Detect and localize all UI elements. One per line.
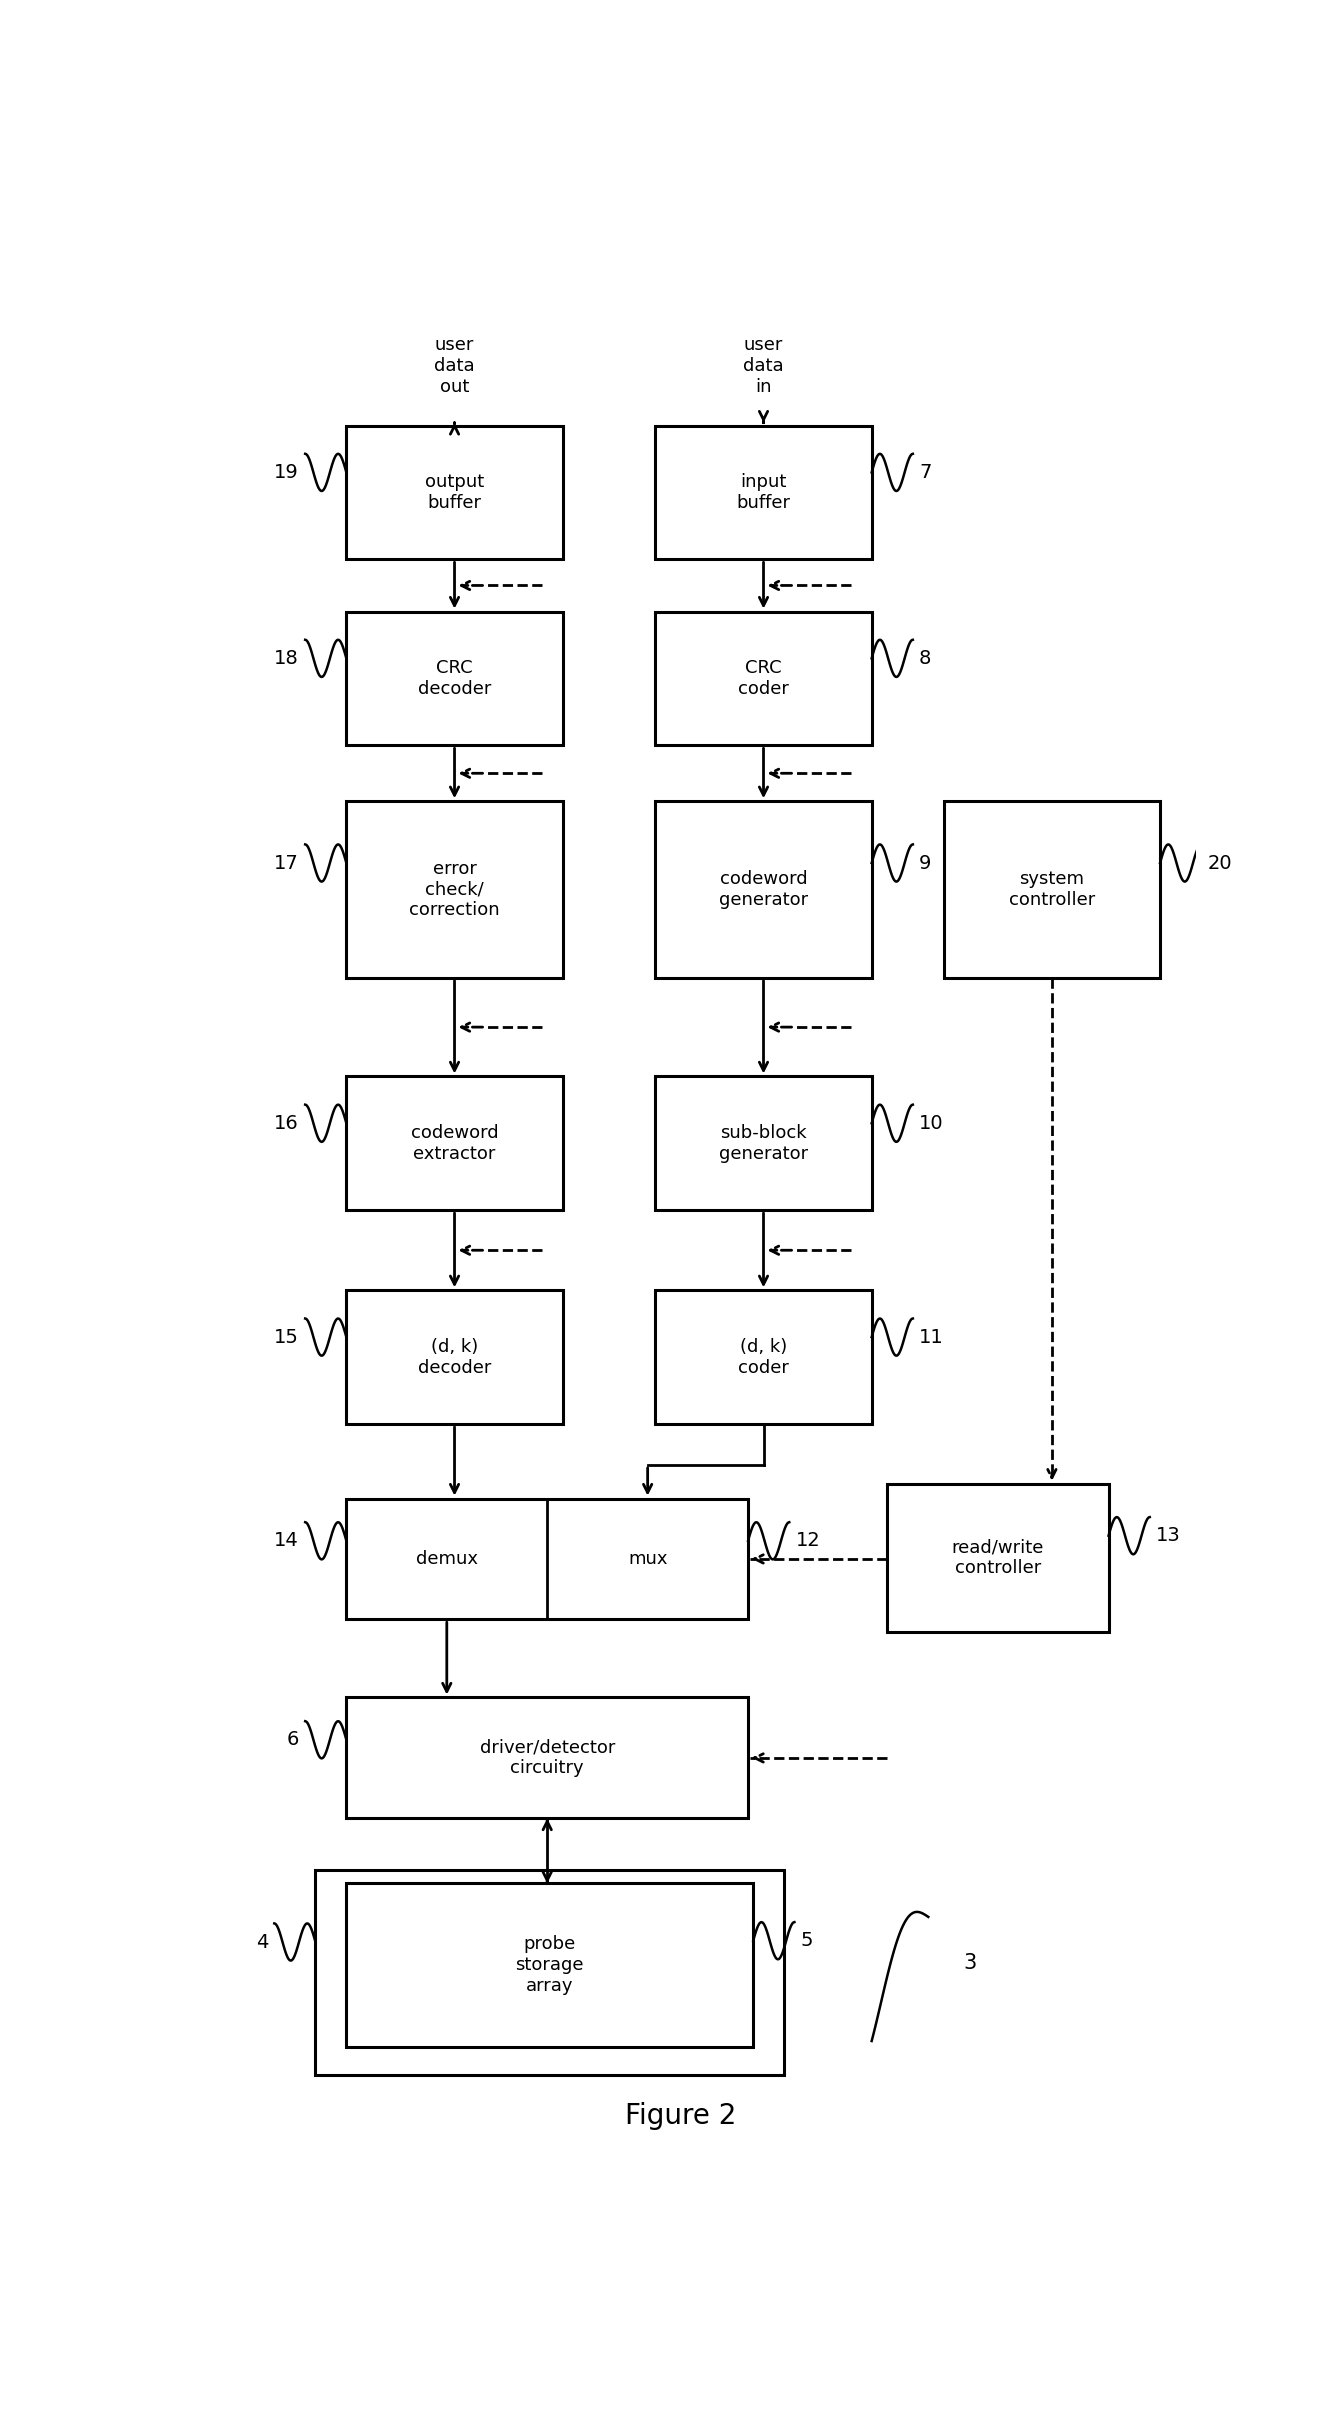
Text: codeword
extractor: codeword extractor: [411, 1123, 498, 1162]
Bar: [347, 802, 562, 978]
Text: user
data
in: user data in: [743, 336, 784, 396]
Text: 4: 4: [255, 1932, 268, 1951]
Text: CRC
decoder: CRC decoder: [417, 659, 492, 698]
Text: user
data
out: user data out: [435, 336, 474, 396]
Text: 19: 19: [274, 464, 299, 483]
Text: demux: demux: [416, 1550, 478, 1567]
Text: 11: 11: [920, 1328, 944, 1348]
Text: (d, k)
coder: (d, k) coder: [738, 1338, 789, 1377]
Text: 17: 17: [274, 852, 299, 872]
Bar: [347, 1497, 748, 1620]
Bar: [315, 1869, 784, 2074]
Bar: [347, 1884, 754, 2048]
Bar: [655, 425, 872, 560]
Bar: [655, 802, 872, 978]
Bar: [347, 1290, 562, 1425]
Text: 13: 13: [1156, 1526, 1180, 1546]
Text: 12: 12: [796, 1531, 820, 1550]
Text: 8: 8: [920, 650, 932, 669]
Text: sub-block
generator: sub-block generator: [719, 1123, 808, 1162]
Bar: [347, 425, 562, 560]
Text: 18: 18: [274, 650, 299, 669]
Bar: [655, 611, 872, 746]
Bar: [347, 1077, 562, 1210]
Bar: [944, 802, 1160, 978]
Text: 3: 3: [964, 1954, 975, 1973]
Bar: [655, 1077, 872, 1210]
Text: system
controller: system controller: [1009, 869, 1095, 908]
Text: Figure 2: Figure 2: [626, 2101, 736, 2130]
Text: 9: 9: [920, 852, 932, 872]
Text: output
buffer: output buffer: [425, 473, 484, 512]
Text: 16: 16: [274, 1113, 299, 1133]
Text: 14: 14: [274, 1531, 299, 1550]
Text: probe
storage
array: probe storage array: [516, 1934, 583, 1995]
Text: 6: 6: [287, 1729, 299, 1748]
Bar: [347, 1698, 748, 1818]
Text: 7: 7: [920, 464, 932, 483]
Text: driver/detector
circuitry: driver/detector circuitry: [480, 1739, 615, 1777]
Bar: [888, 1483, 1108, 1633]
Text: CRC
coder: CRC coder: [738, 659, 789, 698]
Bar: [655, 1290, 872, 1425]
Text: read/write
controller: read/write controller: [952, 1538, 1045, 1577]
Text: mux: mux: [627, 1550, 667, 1567]
Text: 20: 20: [1208, 852, 1232, 872]
Text: (d, k)
decoder: (d, k) decoder: [417, 1338, 492, 1377]
Bar: [347, 611, 562, 746]
Text: 15: 15: [274, 1328, 299, 1348]
Text: codeword
generator: codeword generator: [719, 869, 808, 908]
Text: input
buffer: input buffer: [736, 473, 791, 512]
Text: 10: 10: [920, 1113, 944, 1133]
Text: 5: 5: [800, 1932, 813, 1951]
Text: error
check/
correction: error check/ correction: [409, 860, 500, 920]
